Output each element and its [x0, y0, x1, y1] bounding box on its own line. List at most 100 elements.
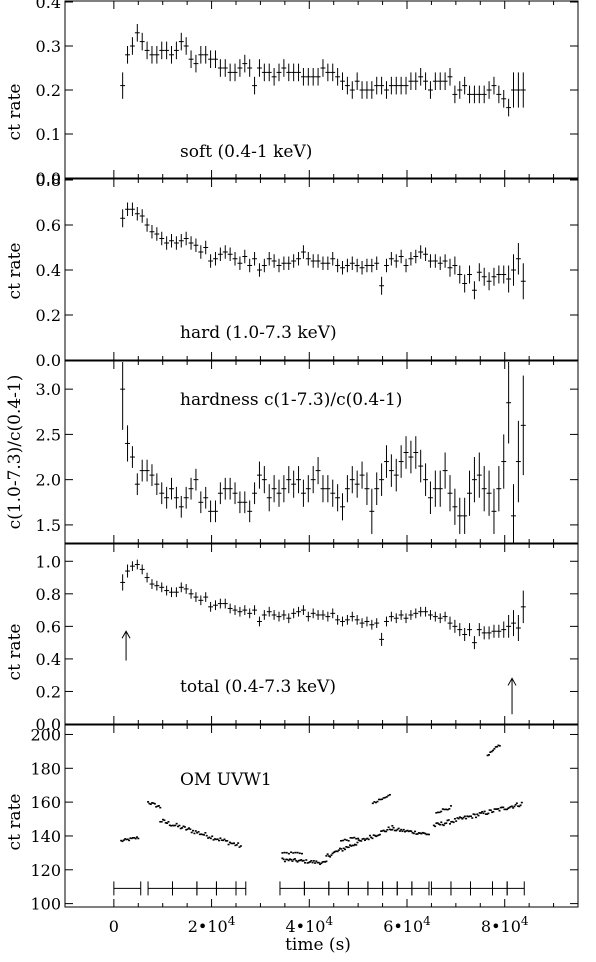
om-data-point	[446, 808, 449, 811]
om-data-point	[290, 851, 293, 854]
data-point	[403, 613, 409, 624]
data-point	[398, 610, 404, 620]
om-data-point	[455, 820, 458, 822]
data-point	[237, 606, 243, 617]
data-point	[134, 473, 140, 496]
om-data-point	[494, 746, 497, 748]
om-data-point	[356, 841, 359, 844]
om-data-point	[222, 839, 225, 842]
y-axis-title: ct rate	[5, 243, 25, 300]
om-data-point	[230, 842, 233, 845]
om-data-point	[175, 822, 178, 825]
y-tick-label: 0.8	[36, 585, 61, 604]
om-data-point	[120, 839, 123, 842]
data-point	[325, 63, 331, 82]
om-data-point	[152, 802, 155, 804]
om-data-point	[163, 819, 166, 822]
data-point	[340, 616, 345, 627]
data-point	[496, 85, 502, 104]
om-data-point	[358, 839, 361, 842]
om-data-point	[479, 812, 482, 814]
data-point	[198, 595, 204, 606]
om-data-point	[212, 839, 215, 841]
data-point	[515, 614, 521, 642]
data-point	[364, 81, 370, 99]
om-data-point	[452, 821, 455, 824]
data-point	[467, 85, 472, 104]
data-point	[213, 252, 218, 266]
data-point	[496, 624, 502, 638]
om-data-point	[486, 754, 489, 757]
data-point	[501, 265, 507, 284]
om-data-point	[397, 827, 400, 830]
om-data-point	[391, 824, 394, 827]
om-data-point	[367, 838, 370, 841]
om-data-point	[352, 844, 355, 847]
om-data-point	[311, 861, 314, 864]
data-point	[144, 41, 150, 60]
om-data-point	[443, 808, 446, 811]
om-data-point	[325, 860, 328, 863]
data-point	[120, 72, 126, 99]
data-point	[398, 76, 404, 95]
data-point	[398, 445, 404, 478]
om-data-point	[162, 818, 165, 821]
data-point	[364, 258, 370, 273]
data-point	[457, 81, 463, 99]
data-point	[203, 46, 209, 64]
marker-arrow	[121, 630, 131, 661]
data-point	[388, 252, 394, 266]
data-point	[428, 81, 433, 99]
data-point	[188, 477, 194, 500]
data-point	[428, 610, 433, 620]
x-tick-label: 8•104	[481, 914, 529, 936]
data-point	[247, 258, 253, 273]
om-data-point	[223, 838, 226, 841]
om-data-point	[151, 802, 154, 804]
y-tick-label: 3.0	[36, 380, 61, 399]
om-data-point	[218, 839, 221, 842]
data-point	[369, 488, 375, 534]
panel-frame	[64, 360, 579, 544]
y-tick-label: 120	[30, 861, 61, 880]
data-point	[413, 436, 419, 469]
om-data-point	[507, 807, 510, 810]
data-point	[408, 610, 414, 620]
data-point	[164, 486, 170, 509]
om-data-point	[319, 863, 322, 865]
om-data-point	[487, 754, 490, 756]
om-data-point	[125, 838, 128, 841]
data-point	[388, 611, 394, 622]
om-data-point	[437, 823, 440, 825]
data-point	[129, 561, 135, 572]
data-point	[159, 482, 165, 505]
data-point	[134, 559, 140, 570]
data-point	[198, 245, 204, 259]
data-point	[354, 258, 360, 273]
data-point	[183, 231, 189, 246]
data-point	[154, 473, 160, 496]
data-point	[335, 68, 341, 86]
data-point	[222, 59, 228, 77]
data-point	[349, 81, 355, 99]
data-point	[476, 452, 482, 498]
om-data-point	[156, 805, 159, 807]
data-point	[178, 32, 184, 51]
om-data-point	[457, 817, 460, 820]
data-point	[447, 475, 453, 512]
y-axis-title: ct rate	[5, 84, 25, 141]
om-data-point	[287, 859, 290, 862]
data-point	[149, 46, 155, 64]
data-point	[486, 470, 492, 516]
data-point	[257, 59, 262, 77]
om-data-point	[128, 839, 131, 842]
data-point	[359, 261, 365, 275]
data-point	[418, 68, 424, 86]
panel-frame	[64, 0, 579, 179]
data-point	[481, 267, 487, 286]
om-data-point	[461, 818, 464, 820]
data-point	[296, 63, 301, 82]
data-point	[344, 475, 350, 503]
om-data-point	[293, 858, 296, 860]
